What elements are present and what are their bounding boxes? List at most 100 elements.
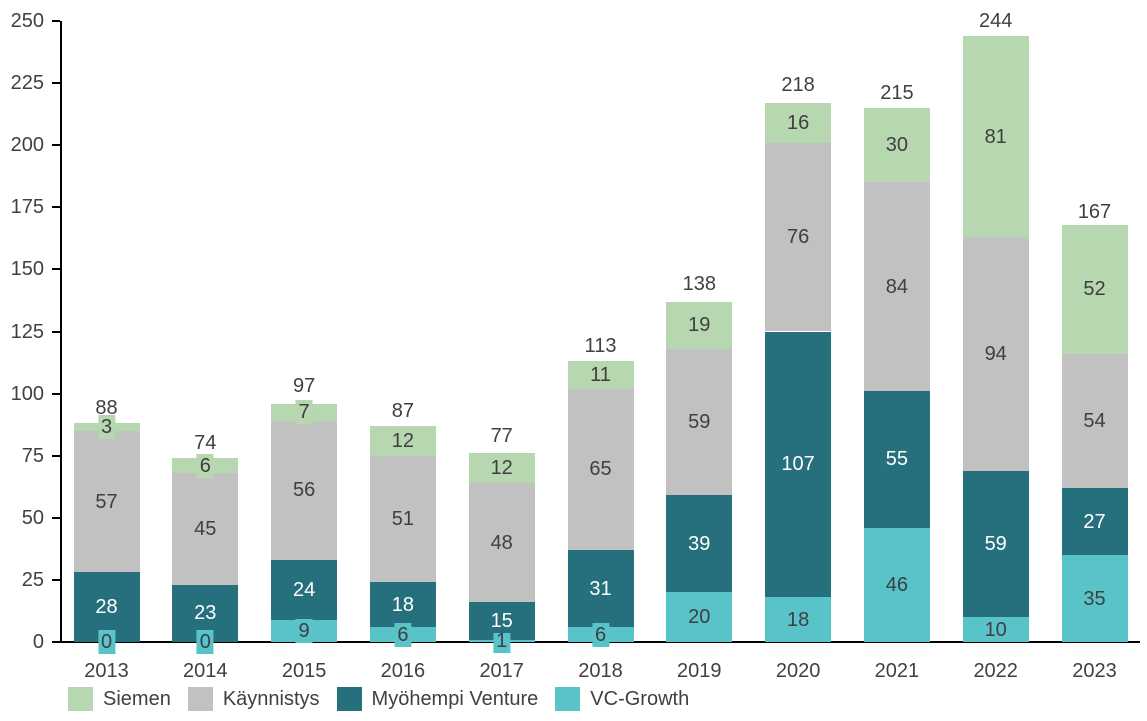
y-tick-label-0: 0 (32, 631, 44, 653)
segment-value-label-siemen-2021: 30 (882, 133, 912, 158)
x-tick-label-2014: 2014 (183, 660, 228, 682)
y-tick-label-100: 100 (10, 382, 44, 405)
x-tick-label-2019: 2019 (677, 660, 722, 682)
legend-label-siemen: Siemen (103, 687, 171, 710)
y-tick-mark-225 (52, 82, 60, 85)
y-tick-mark-75 (52, 454, 60, 457)
legend-item-vc-growth: VC-Growth (555, 687, 689, 711)
total-label-2013: 88 (95, 397, 118, 420)
y-tick-label-200: 200 (10, 134, 44, 157)
y-tick-label-50: 50 (21, 506, 44, 529)
x-tick-label-2022: 2022 (973, 660, 1018, 682)
y-tick-mark-125 (52, 330, 60, 333)
total-label-2017: 77 (490, 424, 513, 447)
segment-value-label-k-ynnistys-2022: 94 (981, 341, 1010, 366)
legend-item-siemen: Siemen (68, 687, 171, 711)
segment-value-label-siemen-2019: 19 (685, 313, 714, 338)
segment-value-label-my-hempi-venture-2022: 59 (981, 531, 1010, 556)
segment-value-label-vc-growth-2016: 6 (394, 622, 412, 647)
segment-value-label-my-hempi-venture-2016: 18 (388, 592, 418, 617)
segment-value-label-vc-growth-2023: 35 (1080, 586, 1109, 611)
segment-value-label-my-hempi-venture-2019: 39 (685, 531, 714, 556)
segment-value-label-vc-growth-2015: 9 (295, 618, 313, 643)
segment-value-label-my-hempi-venture-2017: 15 (487, 608, 516, 633)
segment-value-label-siemen-2014: 6 (196, 453, 214, 478)
y-tick-mark-250 (52, 20, 60, 22)
segment-value-label-my-hempi-venture-2020: 107 (778, 452, 818, 477)
segment-value-label-k-ynnistys-2020: 76 (783, 225, 813, 250)
total-label-2014: 74 (194, 432, 217, 455)
segment-value-label-my-hempi-venture-2023: 27 (1080, 509, 1109, 534)
segment-value-label-siemen-2023: 52 (1080, 277, 1109, 302)
y-tick-label-25: 25 (21, 568, 44, 591)
segment-value-label-my-hempi-venture-2021: 55 (882, 447, 912, 472)
total-label-2019: 138 (682, 273, 716, 296)
segment-value-label-siemen-2016: 12 (388, 428, 418, 453)
y-tick-label-75: 75 (21, 444, 44, 467)
y-tick-mark-0 (52, 641, 60, 643)
x-tick-label-2018: 2018 (578, 660, 623, 682)
y-tick-label-175: 175 (10, 196, 44, 219)
total-label-2020: 218 (781, 74, 815, 97)
total-label-2021: 215 (880, 81, 914, 104)
total-label-2023: 167 (1077, 201, 1112, 224)
y-tick-mark-25 (52, 578, 60, 581)
y-tick-mark-200 (52, 144, 60, 147)
segment-value-label-vc-growth-2022: 10 (981, 617, 1010, 642)
total-label-2018: 113 (584, 335, 617, 358)
y-tick-label-225: 225 (10, 72, 44, 95)
x-tick-label-2023: 2023 (1072, 660, 1117, 682)
legend-label-k-ynnistys: Käynnistys (222, 687, 320, 710)
segment-value-label-vc-growth-2018: 6 (591, 622, 610, 647)
legend-swatch-my-hempi-venture (336, 687, 362, 711)
segment-value-label-vc-growth-2020: 18 (783, 607, 813, 632)
total-label-2022: 244 (979, 9, 1013, 32)
segment-value-label-siemen-2018: 11 (587, 362, 614, 387)
y-tick-mark-175 (52, 206, 60, 209)
segment-value-label-my-hempi-venture-2015: 24 (289, 577, 319, 602)
chart-legend: Siemen Käynnistys Myöhempi Venture VC-Growt… (68, 687, 689, 711)
segment-value-label-siemen-2015: 7 (295, 400, 313, 425)
segment-value-label-my-hempi-venture-2013: 28 (92, 595, 121, 620)
segment-value-label-vc-growth-2019: 20 (685, 605, 714, 630)
x-tick-label-2013: 2013 (84, 660, 129, 682)
total-label-2015: 97 (292, 375, 316, 398)
y-tick-mark-150 (52, 268, 60, 271)
y-tick-mark-50 (52, 516, 60, 519)
segment-value-label-my-hempi-venture-2018: 31 (586, 576, 615, 601)
segment-value-label-siemen-2020: 16 (783, 110, 813, 135)
segment-value-label-k-ynnistys-2023: 54 (1080, 408, 1109, 433)
y-axis-line (60, 21, 62, 642)
segment-value-label-siemen-2013: 3 (97, 415, 116, 440)
x-tick-label-2020: 2020 (775, 660, 821, 682)
legend-swatch-k-ynnistys (187, 687, 213, 711)
segment-value-label-vc-growth-2017: 1 (493, 628, 511, 653)
segment-value-label-k-ynnistys-2021: 84 (882, 274, 912, 299)
y-tick-label-150: 150 (10, 258, 44, 281)
segment-value-label-siemen-2017: 12 (487, 456, 516, 481)
y-tick-label-250: 250 (10, 10, 44, 32)
x-tick-label-2017: 2017 (479, 660, 524, 682)
segment-value-label-k-ynnistys-2014: 45 (191, 516, 220, 541)
total-label-2016: 87 (391, 399, 415, 422)
segment-value-label-k-ynnistys-2018: 65 (586, 457, 615, 482)
segment-value-label-vc-growth-2021: 46 (882, 572, 912, 597)
legend-item-k-ynnistys: Käynnistys (187, 687, 320, 711)
x-tick-label-2016: 2016 (380, 660, 426, 682)
y-tick-mark-100 (52, 392, 60, 395)
y-tick-label-125: 125 (10, 320, 44, 343)
legend-label-vc-growth: VC-Growth (590, 687, 690, 710)
segment-value-label-my-hempi-venture-2014: 23 (191, 601, 220, 626)
x-tick-label-2015: 2015 (281, 660, 327, 682)
legend-item-my-hempi-venture: Myöhempi Venture (336, 687, 539, 711)
legend-swatch-vc-growth (555, 687, 581, 711)
segment-value-label-k-ynnistys-2016: 51 (388, 507, 418, 532)
segment-value-label-k-ynnistys-2013: 57 (92, 489, 121, 514)
x-tick-label-2021: 2021 (874, 660, 920, 682)
segment-value-label-vc-growth-2013: 0 (97, 630, 116, 654)
segment-value-label-k-ynnistys-2015: 56 (289, 478, 319, 503)
legend-swatch-siemen (68, 687, 93, 711)
segment-value-label-siemen-2022: 81 (981, 124, 1010, 149)
legend-label-my-hempi-venture: Myöhempi Venture (371, 687, 539, 710)
